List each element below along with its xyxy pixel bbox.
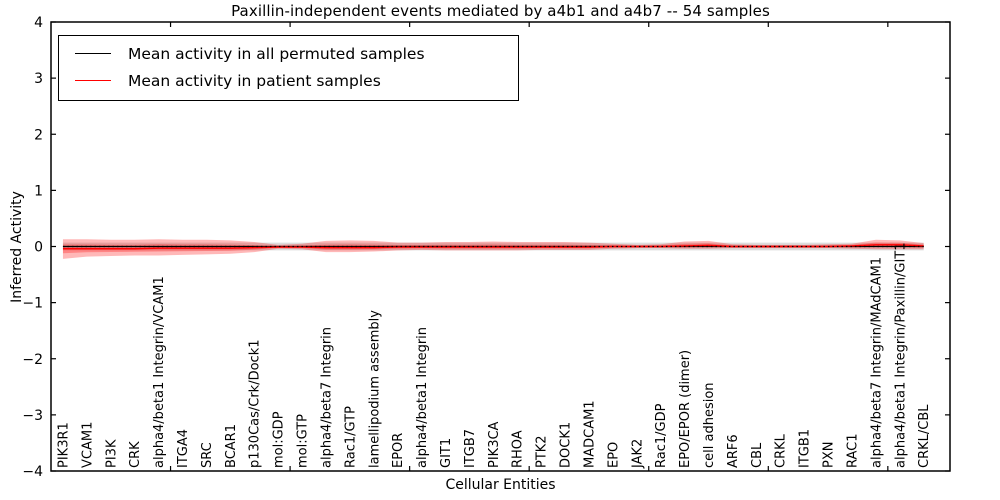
patient-mean-line	[62, 244, 924, 250]
x-category-label: CRK	[128, 441, 143, 468]
x-category-label: BCAR1	[224, 424, 239, 468]
legend-entry-permuted: Mean activity in all permuted samples	[75, 40, 518, 67]
chart-title: Paxillin-independent events mediated by …	[231, 2, 770, 20]
x-category-label: PTK2	[535, 435, 550, 468]
y-tick-label: 3	[34, 71, 43, 87]
x-category-label: mol:GTP	[296, 414, 311, 468]
y-tick-label: 0	[34, 240, 43, 256]
x-category-label: Rac1/GDP	[654, 403, 669, 468]
x-category-label: alpha4/beta1 Integrin/Paxillin/GIT1	[893, 242, 908, 468]
x-category-label: PIK3CA	[487, 421, 502, 468]
x-category-label: CBL	[750, 442, 765, 468]
x-category-label: mol:GDP	[272, 411, 287, 468]
x-category-label: CRKL/CBL	[917, 404, 932, 468]
x-category-label: EPO/EPOR (dimer)	[678, 350, 693, 468]
x-category-label: EPOR	[391, 433, 406, 468]
legend-line-sample-black	[75, 53, 111, 54]
x-category-label: ITGB1	[798, 429, 813, 468]
x-category-label: JAK2	[630, 439, 645, 469]
x-category-label: p130Cas/Crk/Dock1	[248, 339, 263, 468]
y-tick-label: −3	[22, 408, 43, 424]
x-category-label: PI3K	[104, 439, 119, 468]
x-category-label: alpha4/beta1 Integrin/VCAM1	[152, 276, 167, 468]
x-category-label: CRKL	[774, 433, 789, 468]
x-category-label: ARF6	[726, 434, 741, 468]
x-category-label: lamellipodium assembly	[367, 310, 382, 468]
y-tick-label: 4	[34, 15, 43, 31]
y-tick-label: 2	[34, 127, 43, 143]
y-tick-label: −2	[22, 352, 43, 368]
x-category-label: PIK3R1	[56, 422, 71, 468]
x-category-label: RHOA	[511, 430, 526, 468]
patient-confidence-band-outer	[62, 239, 924, 259]
x-category-label: ITGB7	[463, 429, 478, 468]
x-category-label: GIT1	[439, 438, 454, 468]
x-category-label: alpha4/beta1 Integrin	[415, 327, 430, 468]
y-tick-label: −4	[22, 464, 43, 480]
legend-label: Mean activity in all permuted samples	[128, 44, 425, 63]
x-axis-label: Cellular Entities	[445, 477, 556, 493]
x-category-label: EPO	[606, 442, 621, 468]
x-category-label: alpha4/beta7 Integrin	[319, 327, 334, 468]
x-category-label: Rac1/GTP	[343, 406, 358, 468]
x-category-label: SRC	[200, 442, 215, 468]
legend-entry-patient: Mean activity in patient samples	[75, 67, 518, 94]
x-category-label: RAC1	[845, 433, 860, 468]
x-category-label: ITGA4	[176, 429, 191, 468]
x-category-label: alpha4/beta7 Integrin/MAdCAM1	[869, 257, 884, 468]
legend-label: Mean activity in patient samples	[128, 71, 381, 90]
x-category-label: MADCAM1	[582, 400, 597, 468]
x-category-label: PXN	[822, 442, 837, 468]
x-category-label: DOCK1	[559, 422, 574, 468]
legend: Mean activity in all permuted samples Me…	[58, 35, 519, 101]
legend-line-sample-red	[75, 80, 111, 81]
y-tick-label: 1	[34, 183, 43, 199]
y-axis-label: Inferred Activity	[9, 191, 25, 303]
y-tick-label: −1	[22, 296, 43, 312]
x-category-label: cell adhesion	[702, 382, 717, 468]
x-category-label: VCAM1	[80, 422, 95, 468]
